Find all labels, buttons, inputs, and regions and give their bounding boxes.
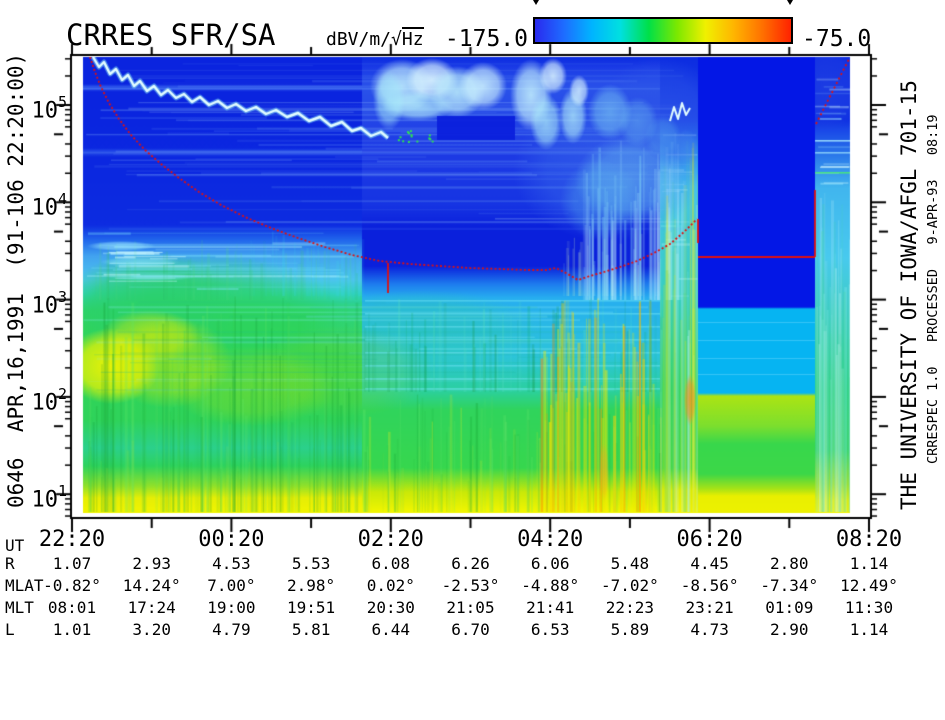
table-cell: -7.34° (760, 576, 819, 595)
y-tick-label: 104 (31, 190, 67, 221)
table-cell: 7.00° (207, 576, 256, 595)
arrow-part (533, 0, 539, 24)
x-tick-label: 06:20 (676, 527, 743, 552)
x-axis-name: UT (5, 536, 25, 555)
table-cell: 23:21 (685, 598, 734, 617)
table-cell: 6.26 (451, 554, 490, 573)
x-tick-label: 04:20 (517, 527, 584, 552)
table-cell: 1.14 (849, 620, 889, 639)
right-annotation-primary: THE UNIVERSITY OF IOWA/AFGL 701-15 (897, 80, 921, 510)
table-row-label: MLT (5, 598, 34, 617)
table-cell: 5.89 (610, 620, 650, 639)
table-cell: 6.44 (371, 620, 411, 639)
colorbar-marker-arrow (533, 0, 542, 24)
table-cell: 19:00 (207, 598, 256, 617)
table-cell: 01:09 (765, 598, 814, 617)
table-cell: 6.08 (371, 554, 411, 573)
table-cell: 1.14 (849, 554, 889, 573)
table-cell: 4.73 (690, 620, 729, 639)
table-cell: -8.56° (680, 576, 739, 595)
x-tick-label: 00:20 (198, 527, 265, 552)
colorbar-min-label: -175.0 (444, 26, 528, 52)
table-cell: 2.90 (770, 620, 809, 639)
arrow-part (787, 0, 793, 24)
x-tick-label: 08:20 (835, 527, 903, 552)
table-cell: 2.80 (770, 554, 809, 573)
plot-title: CRRES SFR/SA (66, 18, 276, 52)
table-cell: 0.02° (366, 576, 415, 595)
right-annotation-secondary: CRRESPEC 1.0 PROCESSED 9-APR-93 08:19 (925, 114, 941, 465)
table-row-label: R (5, 554, 15, 573)
colorbar-max-label: -75.0 (802, 26, 872, 52)
table-cell: 20:30 (366, 598, 415, 617)
colorbar-unit-sqrt-arg: Hz (401, 27, 424, 50)
table-cell: 6.06 (530, 554, 570, 573)
table-cell: 4.45 (690, 554, 729, 573)
y-tick-label: 105 (31, 93, 67, 124)
sqrt-icon: √ (391, 29, 402, 50)
y-tick-label: 102 (31, 384, 67, 416)
table-cell: 2.98° (287, 576, 336, 595)
table-cell: 21:05 (446, 598, 495, 617)
x-tick-label: 02:20 (357, 527, 424, 552)
colorbar-gradient (533, 17, 793, 44)
y-tick-label: 103 (31, 287, 67, 318)
table-cell: 21:41 (526, 598, 575, 617)
table-cell: 3.20 (132, 620, 171, 639)
y-tick-label: 101 (31, 482, 67, 513)
table-cell: 1.01 (52, 620, 92, 639)
table-cell: 5.81 (291, 620, 331, 639)
table-cell: 1.07 (52, 554, 92, 573)
table-cell: -0.82° (43, 576, 101, 595)
table-cell: 4.79 (212, 620, 251, 639)
table-cell: 19:51 (287, 598, 336, 617)
table-cell: 6.70 (451, 620, 490, 639)
table-row-label: MLAT (5, 576, 44, 595)
table-cell: -7.02° (600, 576, 659, 595)
table-cell: 12.49° (840, 576, 898, 595)
colorbar-unit-label: dBV/m/√Hz (326, 27, 424, 50)
colorbar-unit-prefix: dBV/m/ (326, 29, 392, 50)
table-cell: 22:23 (605, 598, 654, 617)
table-cell: 17:24 (127, 598, 176, 617)
table-cell: 11:30 (844, 598, 894, 617)
table-cell: 4.53 (212, 554, 251, 573)
table-row-label: L (5, 620, 15, 639)
table-cell: 08:01 (47, 598, 97, 617)
table-cell: 6.53 (530, 620, 570, 639)
table-cell: 5.53 (291, 554, 331, 573)
table-cell: -4.88° (521, 576, 580, 595)
table-cell: -2.53° (441, 576, 500, 595)
table-cell: 5.48 (610, 554, 650, 573)
x-tick-label: 22:20 (38, 527, 106, 552)
table-cell: 14.24° (122, 576, 181, 595)
colorbar-marker-arrow (787, 0, 796, 24)
table-cell: 2.93 (132, 554, 171, 573)
